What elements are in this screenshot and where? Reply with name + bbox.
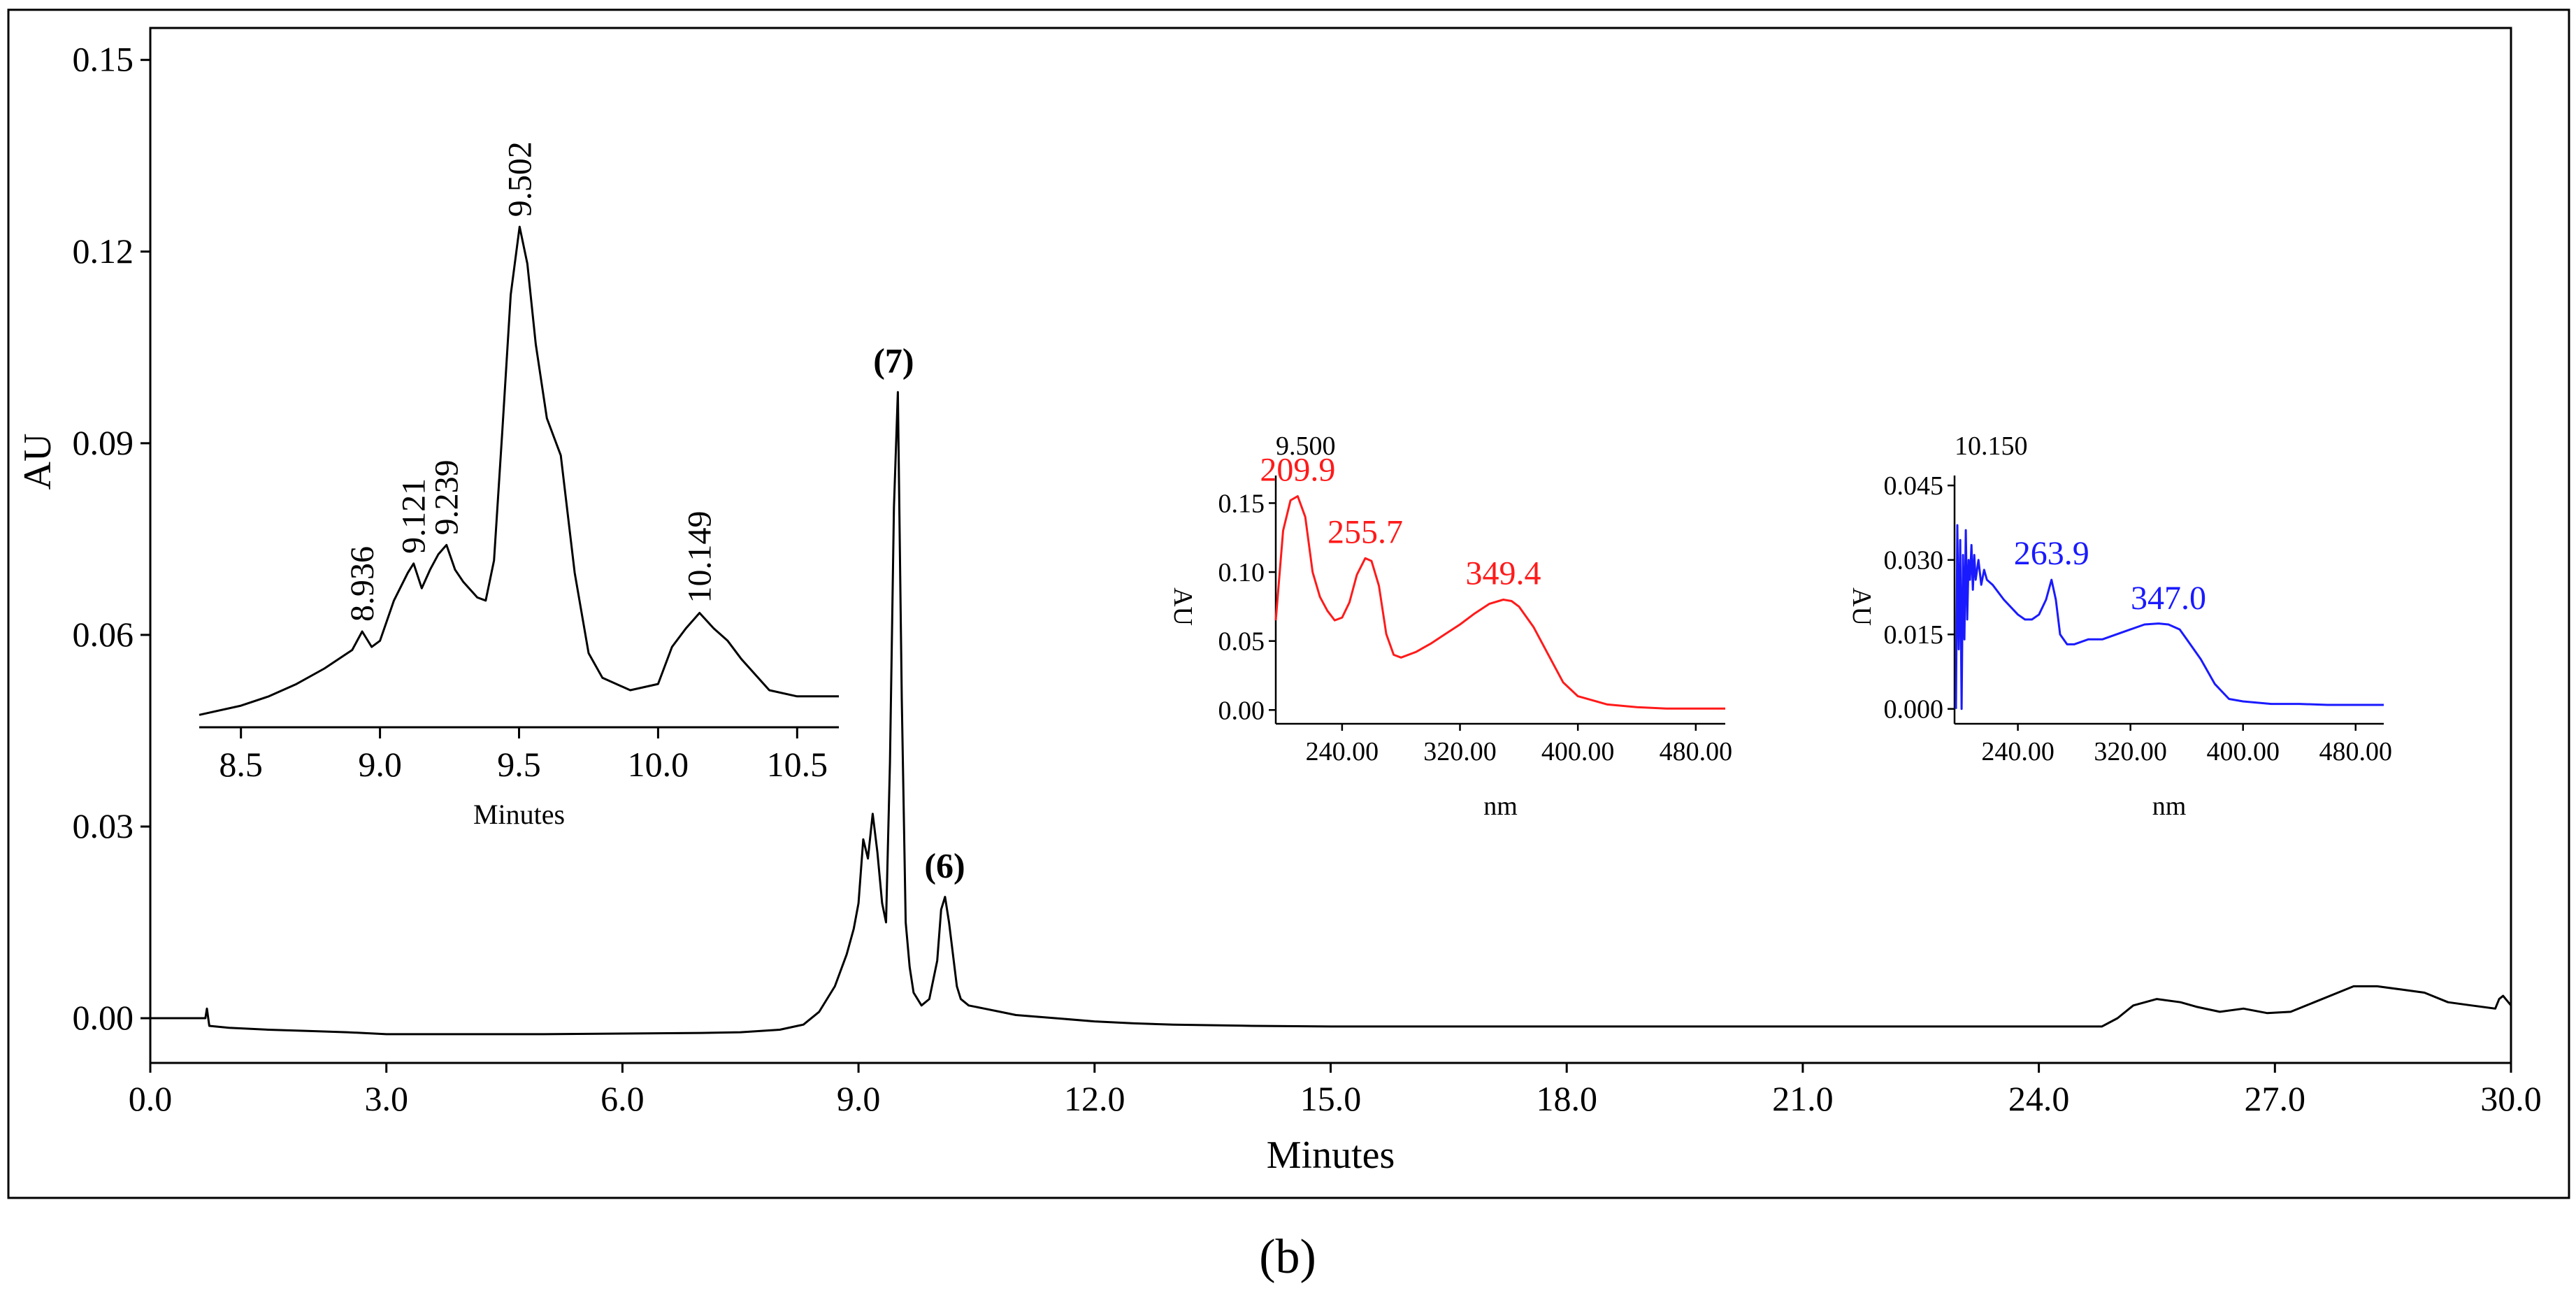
main-x-tick-label: 15.0: [1300, 1079, 1362, 1118]
main-x-tick-label: 21.0: [1772, 1079, 1834, 1118]
red-y-tick-label: 0.00: [1218, 696, 1265, 725]
main-chromatogram: 0.00 0.03 0.06 0.09 0.12 0.15 0.0 3.0 6.0 9.0 12.0…: [16, 27, 2542, 1177]
red-y-tick-label: 0.10: [1218, 558, 1265, 587]
inset-x-tick-label: 9.5: [497, 745, 541, 784]
red-x-axis-title: nm: [1483, 792, 1518, 821]
main-x-axis-title: Minutes: [1267, 1134, 1395, 1177]
main-x-tick-label: 24.0: [2008, 1079, 2070, 1118]
main-x-tick-label: 3.0: [364, 1079, 408, 1118]
panel-label: (b): [1259, 1230, 1316, 1284]
main-x-tick-label: 0.0: [129, 1079, 173, 1118]
blue-x-tick-label: 320.00: [2094, 737, 2167, 766]
red-x-tick-label: 240.00: [1306, 737, 1379, 766]
main-y-axis-title: AU: [16, 434, 59, 490]
main-x-tick-label: 9.0: [837, 1079, 881, 1118]
blue-x-tick-label: 400.00: [2206, 737, 2280, 766]
inset-x-tick-label: 9.0: [358, 745, 402, 784]
inset-series-0: [199, 225, 839, 716]
blue-y-axis-title: AU: [1847, 587, 1876, 626]
red-y-axis-title: AU: [1168, 587, 1197, 626]
blue-x-axis-title: nm: [2152, 792, 2187, 821]
blue-y-tick-label: 0.030: [1884, 546, 1944, 576]
inset-x-tick-label: 10.5: [767, 745, 828, 784]
red-x-tick-label: 400.00: [1541, 737, 1615, 766]
blue-x-tick-label: 480.00: [2319, 737, 2392, 766]
main-y-tick-label: 0.09: [73, 423, 134, 462]
uv-spectrum-red: 0.00 0.05 0.10 0.15 240.00 320.00 400.00 480.00…: [1168, 431, 1732, 821]
main-y-tick-label: 0.03: [73, 806, 134, 845]
red-series-0: [1274, 495, 1725, 710]
inset-peak-label: 8.936: [344, 546, 381, 622]
inset-x-axis-title: Minutes: [473, 799, 565, 830]
figure-frame: [7, 8, 2570, 1199]
main-y-tick-label: 0.06: [73, 615, 134, 654]
main-x-tick-label: 18.0: [1536, 1079, 1597, 1118]
main-series-0: [150, 391, 2512, 1036]
inset-x-tick-label: 10.0: [628, 745, 689, 784]
blue-y-tick-label: 0.015: [1884, 620, 1944, 650]
main-x-tick-label: 6.0: [600, 1079, 645, 1118]
blue-y-tick-label: 0.045: [1884, 471, 1944, 501]
inset-peak-label: 9.239: [429, 459, 466, 535]
blue-y-tick-label: 0.000: [1884, 695, 1944, 724]
main-x-tick-label: 30.0: [2480, 1079, 2542, 1118]
red-y-tick-label: 0.15: [1218, 489, 1265, 518]
red-x-tick-label: 320.00: [1423, 737, 1497, 766]
main-y-tick-label: 0.12: [73, 231, 134, 271]
inset-x-tick-label: 8.5: [219, 745, 263, 784]
red-peak-label: 209.9: [1260, 452, 1335, 489]
blue-series-0: [1955, 524, 2384, 710]
main-peak-annotation: (7): [873, 341, 914, 380]
blue-peak-label: 347.0: [2131, 580, 2206, 617]
red-peak-label: 255.7: [1327, 513, 1403, 550]
main-x-tick-label: 27.0: [2245, 1079, 2306, 1118]
red-spectrum-title: 9.500: [1276, 431, 1336, 461]
main-y-tick-label: 0.00: [73, 998, 134, 1037]
blue-x-tick-label: 240.00: [1981, 737, 2055, 766]
red-y-tick-label: 0.05: [1218, 627, 1265, 657]
blue-peak-label: 263.9: [2014, 535, 2089, 572]
blue-spectrum-title: 10.150: [1955, 431, 2028, 461]
main-peak-annotation: (6): [924, 845, 965, 885]
red-peak-label: 349.4: [1466, 555, 1541, 592]
inset-peak-label: 10.149: [682, 511, 719, 603]
inset-peak-label: 9.502: [501, 141, 538, 217]
red-x-tick-label: 480.00: [1660, 737, 1733, 766]
main-x-tick-label: 12.0: [1064, 1079, 1125, 1118]
uv-spectrum-blue: 0.000 0.015 0.030 0.045 240.00 320.00 400.00 48…: [1847, 431, 2392, 821]
main-y-tick-label: 0.15: [73, 40, 134, 79]
inset-peak-label: 9.121: [396, 478, 433, 554]
